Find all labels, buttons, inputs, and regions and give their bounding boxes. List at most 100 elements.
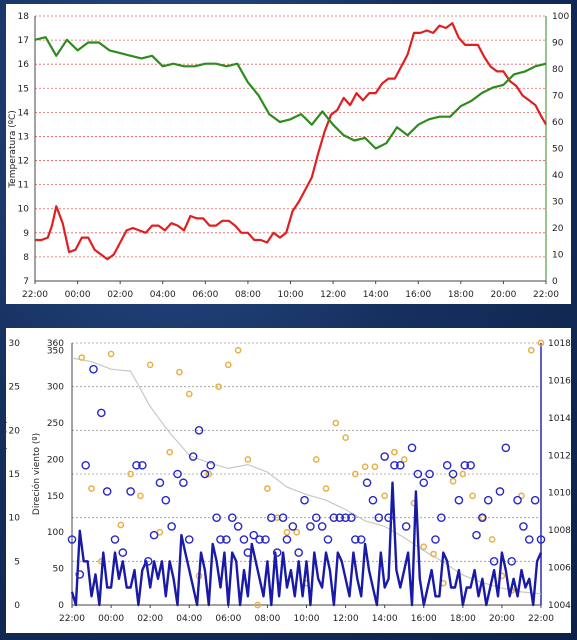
y3-tick-label: 1004 [548,601,571,611]
y-tick-label: 30 [9,339,21,349]
wind-direction-point [264,485,271,492]
x-tick-label: 14:00 [363,290,389,300]
wind-gust-point [384,513,393,522]
wind-gust-point [478,513,487,522]
y2-axis-label: Direción viento (º) [31,433,42,515]
wind-direction-point [361,463,369,471]
wind-gust-point [306,522,315,531]
y-tick-label: 17 [18,36,29,46]
wind-direction-point [488,536,496,543]
wind-gust-point [489,557,499,566]
wind-gust-point [126,487,135,496]
wind-gust-point [317,522,327,531]
wind-direction-point [176,368,183,376]
wind-gust-point [206,460,216,470]
wind-direction-point [224,361,232,369]
y3-tick-label: 1010 [548,489,571,499]
wind-gust-point [194,426,204,435]
x-tick-label: 04:00 [176,614,202,624]
wind-direction-point [352,470,359,478]
y-tick-label: 9 [23,229,29,239]
y-tick-label: 25 [9,383,20,393]
wind-gust-point [216,535,225,544]
wind-gust-point [341,513,350,522]
x-tick-label: 20:00 [489,614,515,624]
y2-tick-label: 10 [552,251,564,261]
temperature-humidity-svg: 7 8 9 10 11 12 13 14 15 16 17 18 0 10 20 30 40 50 60 70 80 90… [8,12,577,300]
wind-direction-point [469,492,476,500]
wind-direction-point [205,470,213,478]
y2-tick-label: 250 [47,419,64,429]
humidity-series-line [34,36,547,150]
y-tick-label: 15 [9,470,20,480]
wind-speed-series-line [70,481,543,607]
wind-gust-point [173,469,182,479]
wind-direction-point [166,448,174,456]
wind-gust-point [132,460,141,470]
wind-direction-point [215,383,222,391]
x-tick-label: 12:00 [333,614,359,624]
wind-gust-point [437,513,446,522]
x-tick-label: 00:00 [98,614,124,624]
temperature-series-line [35,22,547,261]
x-tick-label: 22:00 [533,290,559,300]
wind-gust-point [138,460,147,470]
wind-gust-point [278,513,288,522]
wind-gust-point [362,478,372,488]
x-tick-label: 00:00 [65,290,91,300]
x-tick-label: 08:00 [254,614,280,624]
wind-direction-point [381,492,389,500]
x-tick-label: 18:00 [450,614,476,624]
x-tick-label: 18:00 [448,290,474,300]
y2-tick-label: 100 [552,12,569,22]
wind-gust-point [167,522,176,531]
wind-direction-point [156,528,164,536]
wind-direction-point [127,470,134,478]
y-tick-label: 11 [18,181,29,191]
wind-direction-point [137,492,144,500]
wind-direction-point [332,419,340,427]
y3-tick-label: 1012 [548,451,571,461]
wind-gust-point [233,522,243,531]
wind-gust-point [407,443,417,453]
wind-gust-point [184,535,194,544]
wind-gust-point [272,548,282,557]
wind-gust-point [390,460,399,470]
pressure-series-line [71,357,542,595]
y-tick-label: 10 [18,205,30,215]
wind-direction-point [185,390,193,398]
wind-direction-point [107,350,115,358]
y-tick-label: 0 [14,601,20,611]
wind-gust-point [513,495,522,505]
wind-gust-point [200,469,210,479]
y2-tick-label: 60 [552,118,564,128]
wind-gust-point [212,513,221,522]
y2-tick-label: 0 [552,277,558,287]
wind-direction-point [527,346,535,354]
wind-gust-point [472,530,481,540]
wind-direction-point [371,463,379,471]
wind-gust-point [323,535,333,544]
x-tick-label: 10:00 [294,614,320,624]
wind-gust-point [249,530,259,540]
wind-direction-point [78,354,86,361]
wind-gust-point [89,364,98,374]
wind-gust-point [67,535,77,544]
x-tick-label: 10:00 [278,290,304,300]
wind-gust-point [536,535,546,544]
wind-direction-point [244,456,252,463]
wind-gust-point [239,535,249,544]
y-tick-label: 13 [18,132,29,142]
wind-gust-point [419,478,429,488]
wind-gust-point [401,522,411,531]
y3-tick-label: 1008 [548,526,571,536]
x-tick-label: 22:00 [528,614,554,624]
wind-gust-point [155,478,165,488]
y-tick-label: 8 [23,253,29,263]
wind-gust-point [161,495,171,505]
x-tick-label: 22:00 [22,290,48,300]
wind-direction-point [117,521,125,529]
y2-tick-label: 50 [552,145,564,155]
wind-gust-point [425,469,434,479]
wind-gust-point [431,535,440,544]
